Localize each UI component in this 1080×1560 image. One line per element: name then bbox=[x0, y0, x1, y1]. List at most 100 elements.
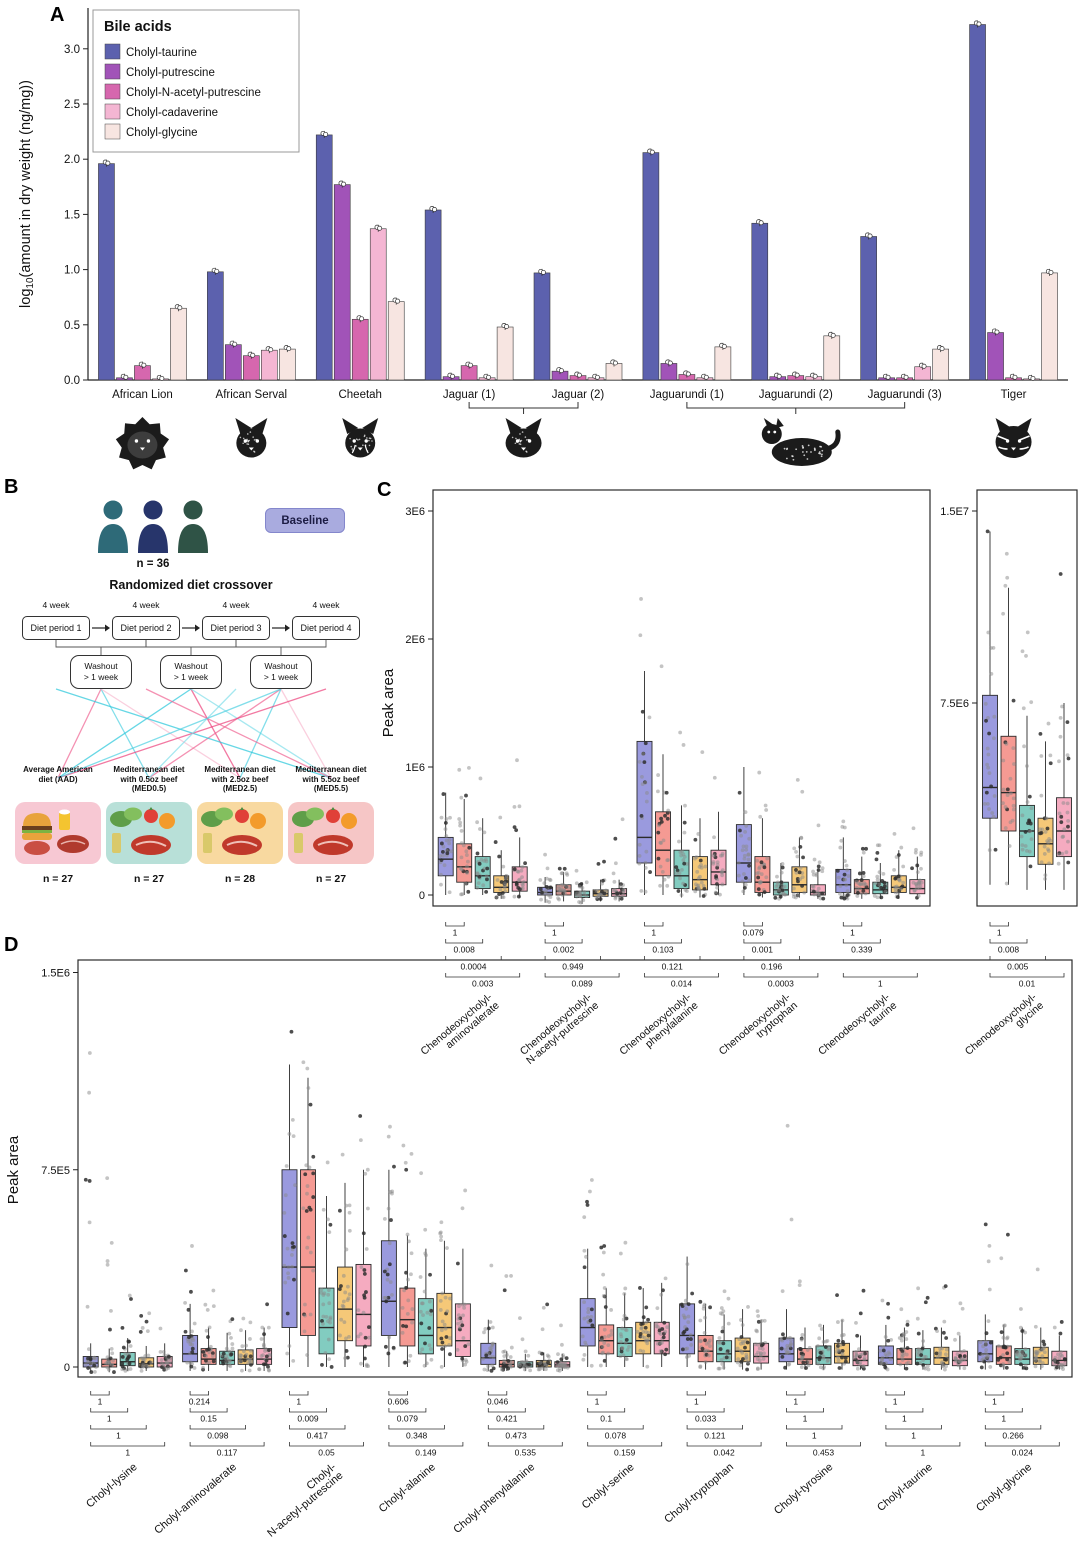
svg-text:Jaguar (2): Jaguar (2) bbox=[552, 389, 605, 401]
diet-n-label: n = 27 bbox=[133, 873, 165, 885]
svg-text:0.214: 0.214 bbox=[189, 1397, 211, 1407]
diet-food-image bbox=[197, 802, 283, 864]
svg-text:1: 1 bbox=[296, 1397, 301, 1407]
svg-text:0.046: 0.046 bbox=[487, 1397, 509, 1407]
svg-text:0.117: 0.117 bbox=[217, 1448, 238, 1458]
boxplot-category: 11 0.266 0.024 bbox=[977, 1222, 1068, 1458]
panel-d-y-axis-label: Peak area bbox=[5, 1135, 22, 1204]
svg-text:0.089: 0.089 bbox=[571, 979, 593, 989]
total-participants-label: n = 36 bbox=[136, 558, 170, 570]
svg-text:1: 1 bbox=[453, 928, 458, 938]
diet-card-aad: Average American diet (AAD) n = 27 bbox=[15, 765, 101, 885]
tiger-silhouette bbox=[995, 418, 1032, 458]
svg-text:0.535: 0.535 bbox=[515, 1448, 537, 1458]
svg-text:1: 1 bbox=[1001, 1414, 1006, 1424]
panel-c-chenodeoxycholyl-boxplots: Peak area 0 1E6 2E6 3E6 1 0.008 0.0004 0.003 Chen… bbox=[380, 489, 1078, 1067]
svg-text:2.5: 2.5 bbox=[64, 99, 80, 111]
svg-text:1: 1 bbox=[902, 1414, 907, 1424]
svg-text:African Serval: African Serval bbox=[216, 389, 288, 401]
diet-n-label: n = 27 bbox=[42, 873, 74, 885]
svg-text:0.5: 0.5 bbox=[64, 320, 80, 332]
svg-text:7.5E5: 7.5E5 bbox=[41, 1165, 70, 1177]
svg-text:0.098: 0.098 bbox=[207, 1431, 229, 1441]
serval-silhouette bbox=[235, 418, 268, 458]
svg-text:0.008: 0.008 bbox=[454, 945, 476, 955]
boxplot-category: 0.079 0.001 0.196 0.0003 bbox=[735, 767, 826, 989]
svg-text:0.042: 0.042 bbox=[713, 1448, 735, 1458]
svg-text:1: 1 bbox=[694, 1397, 699, 1407]
cheetah-silhouette bbox=[342, 418, 379, 458]
diet-title: Mediterranean diet with 0.5oz beef (MED0… bbox=[113, 765, 185, 794]
svg-text:0.417: 0.417 bbox=[307, 1431, 329, 1441]
svg-text:1.5E6: 1.5E6 bbox=[41, 968, 70, 980]
svg-text:1: 1 bbox=[803, 1414, 808, 1424]
svg-text:Cholyl-phenylalanine: Cholyl-phenylalanine bbox=[451, 1461, 537, 1536]
svg-text:1E6: 1E6 bbox=[405, 762, 425, 774]
svg-text:1: 1 bbox=[997, 928, 1002, 938]
svg-text:1.0: 1.0 bbox=[64, 265, 80, 277]
svg-text:Cholyl-tyrosine: Cholyl-tyrosine bbox=[772, 1461, 835, 1517]
svg-text:0.024: 0.024 bbox=[1012, 1448, 1034, 1458]
svg-text:0.033: 0.033 bbox=[695, 1414, 717, 1424]
svg-text:0.473: 0.473 bbox=[505, 1431, 527, 1441]
svg-text:1: 1 bbox=[595, 1397, 600, 1407]
panel-a-bile-acids-bar-chart: 0.0 0.5 1.0 1.5 2.0 2.5 3.0 log10(amount in dry… bbox=[18, 8, 1068, 470]
svg-text:African Lion: African Lion bbox=[112, 389, 173, 401]
svg-text:Cholyl-taurine: Cholyl-taurine bbox=[875, 1461, 935, 1514]
svg-text:0.159: 0.159 bbox=[614, 1448, 636, 1458]
panel-b-study-design: Baseline n = 36 Randomized diet crossove… bbox=[8, 478, 374, 948]
svg-text:0.949: 0.949 bbox=[562, 962, 584, 972]
week-label-1: 4 week bbox=[42, 600, 70, 610]
diet-card-med55: Mediterranean diet with 5.5oz beef (MED5… bbox=[288, 765, 374, 885]
boxplot-category: 0.046 0.421 0.473 0.535 bbox=[480, 1263, 571, 1458]
svg-text:0.078: 0.078 bbox=[605, 1431, 627, 1441]
svg-text:0.339: 0.339 bbox=[851, 945, 873, 955]
diet-food-image bbox=[15, 802, 101, 864]
bile-acids-legend: Bile acids Cholyl-taurine Cholyl-putrescin… bbox=[92, 9, 300, 153]
svg-text:0.453: 0.453 bbox=[813, 1448, 835, 1458]
svg-text:Tiger: Tiger bbox=[1001, 389, 1027, 401]
x-axis-category-label: Cholyl-tryptophan bbox=[662, 1461, 736, 1526]
diet-food-image bbox=[288, 802, 374, 864]
panel-c-label: C bbox=[377, 479, 392, 501]
boxplot-category: 1 0.002 0.949 0.089 bbox=[537, 817, 628, 989]
baseline-badge: Baseline bbox=[265, 508, 345, 533]
x-axis-category-label: Cholyl-aminovalerate bbox=[152, 1461, 239, 1537]
svg-text:3E6: 3E6 bbox=[405, 506, 425, 518]
boxplot-category: 1 0.103 0.121 0.014 bbox=[636, 597, 727, 989]
svg-text:1: 1 bbox=[116, 1431, 121, 1441]
x-axis-category-label: Chenodeoxycholyl-N-acetyl-putrescine bbox=[518, 991, 601, 1067]
svg-text:0.0004: 0.0004 bbox=[460, 962, 486, 972]
svg-text:Cholyl-tryptophan: Cholyl-tryptophan bbox=[662, 1461, 736, 1526]
svg-text:Cholyl-putrescine: Cholyl-putrescine bbox=[126, 67, 215, 79]
panel-d-label: D bbox=[4, 934, 19, 956]
svg-text:Cholyl-glycine: Cholyl-glycine bbox=[974, 1461, 1034, 1514]
svg-text:1.5: 1.5 bbox=[64, 209, 80, 221]
svg-text:0.005: 0.005 bbox=[1007, 962, 1029, 972]
lion-silhouette bbox=[115, 417, 170, 470]
washout-line2: > 1 week bbox=[83, 672, 119, 682]
svg-text:1: 1 bbox=[793, 1397, 798, 1407]
panel-a-label: A bbox=[50, 4, 65, 26]
x-axis-category-label: Chenodeoxycholyl-phenylalanine bbox=[617, 991, 700, 1058]
diet-period-3-box: Diet period 3 bbox=[202, 616, 270, 640]
washout-line1: Washout bbox=[84, 661, 118, 672]
diet-card-med25: Mediterranean diet with 2.5oz beef (MED2… bbox=[197, 765, 283, 885]
week-label-4: 4 week bbox=[312, 600, 340, 610]
x-axis-category-label: Cholyl-tyrosine bbox=[772, 1461, 835, 1517]
x-axis-category-label: Cholyl-lysine bbox=[84, 1461, 139, 1510]
svg-text:1: 1 bbox=[850, 928, 855, 938]
svg-text:1: 1 bbox=[812, 1431, 817, 1441]
svg-text:1: 1 bbox=[651, 928, 656, 938]
boxplot-category: 0.606 0.079 0.348 0.149 bbox=[380, 1124, 471, 1458]
svg-text:0.0003: 0.0003 bbox=[768, 979, 794, 989]
washout-box-3: Washout > 1 week bbox=[250, 655, 312, 689]
svg-text:1.5E7: 1.5E7 bbox=[940, 506, 969, 518]
svg-text:0.014: 0.014 bbox=[671, 979, 693, 989]
washout-box-1: Washout > 1 week bbox=[70, 655, 132, 689]
svg-text:0.15: 0.15 bbox=[200, 1414, 217, 1424]
svg-text:0.01: 0.01 bbox=[1019, 979, 1036, 989]
svg-text:3.0: 3.0 bbox=[64, 44, 80, 56]
